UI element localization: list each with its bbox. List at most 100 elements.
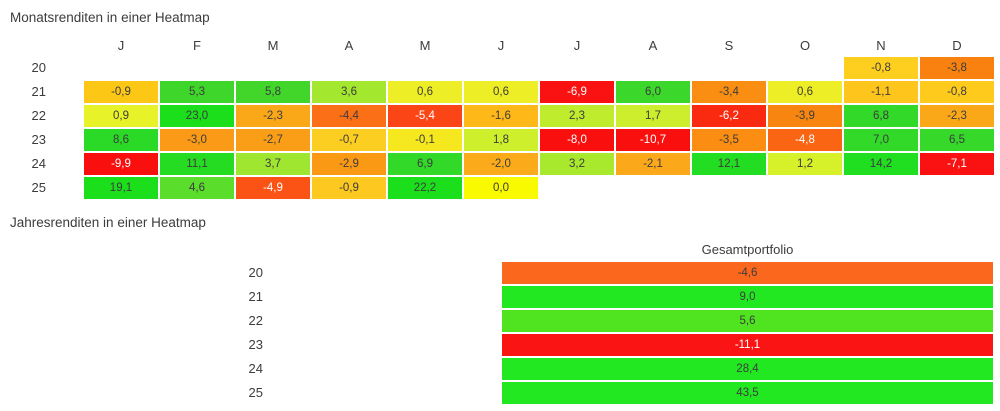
empty-cell [464,57,538,79]
portfolio-column-header: Gesamtportfolio [701,242,794,257]
monthly-return-cell: 19,1 [84,177,158,199]
yearly-return-cell: 43,5 [502,382,993,404]
empty-cell [236,57,310,79]
monthly-return-cell: -3,9 [768,105,842,127]
monthly-return-cell: -2,3 [236,105,310,127]
empty-cell [768,57,842,79]
month-column-header: J [573,38,581,53]
empty-cell [692,57,766,79]
monthly-return-cell: -10,7 [616,129,690,151]
monthly-heatmap-grid: J F M A M J J A S O N D 20 -0,8 -3,8 21 -0,9 5,3 5,8 3,6 0,6… [10,36,994,199]
monthly-return-cell: -0,9 [312,177,386,199]
monthly-return-cell: -2,3 [920,105,994,127]
monthly-return-cell: 0,0 [464,177,538,199]
empty-cell [692,177,766,199]
month-column-header: M [419,38,431,53]
year-row-label: 24 [248,361,263,376]
monthly-return-cell: -7,1 [920,153,994,175]
monthly-return-cell: 0,9 [84,105,158,127]
month-column-header: S [724,38,734,53]
monthly-return-cell: 0,6 [388,81,462,103]
monthly-return-cell: 4,6 [160,177,234,199]
monthly-return-cell: -4,8 [768,129,842,151]
year-row-label: 25 [248,385,263,400]
monthly-return-cell: 6,8 [844,105,918,127]
yearly-return-cell: -4,6 [502,262,993,284]
monthly-return-cell: -2,9 [312,153,386,175]
empty-cell [84,57,158,79]
yearly-return-cell: 9,0 [502,286,993,308]
empty-cell [616,57,690,79]
monthly-return-cell: 8,6 [84,129,158,151]
monthly-return-cell: 1,2 [768,153,842,175]
monthly-heatmap-title: Monatsrenditen in einer Heatmap [10,10,210,25]
monthly-return-cell: -3,0 [160,129,234,151]
year-row-label: 23 [31,132,46,147]
monthly-return-cell: -4,9 [236,177,310,199]
monthly-return-cell: 0,6 [768,81,842,103]
month-column-header: J [117,38,125,53]
monthly-return-cell: -2,7 [236,129,310,151]
month-column-header: F [193,38,201,53]
monthly-return-cell: -6,9 [540,81,614,103]
monthly-return-cell: 7,0 [844,129,918,151]
monthly-return-cell: 3,7 [236,153,310,175]
monthly-return-cell: -5,4 [388,105,462,127]
empty-cell [768,177,842,199]
monthly-return-cell: 14,2 [844,153,918,175]
month-column-header: J [497,38,505,53]
empty-cell [920,177,994,199]
monthly-return-cell: -1,6 [464,105,538,127]
year-row-label: 24 [31,156,46,171]
month-column-header: D [952,38,962,53]
monthly-return-cell: 1,7 [616,105,690,127]
empty-cell [160,57,234,79]
year-row-label: 25 [31,180,46,195]
monthly-return-cell: -2,0 [464,153,538,175]
yearly-return-cell: -11,1 [502,334,993,356]
monthly-return-cell: -8,0 [540,129,614,151]
empty-cell [616,177,690,199]
monthly-return-cell: 6,9 [388,153,462,175]
monthly-return-cell: -3,5 [692,129,766,151]
year-row-label: 21 [31,84,46,99]
year-row-label: 20 [31,60,46,75]
monthly-return-cell: 3,6 [312,81,386,103]
yearly-heatmap-title: Jahresrenditen in einer Heatmap [10,215,206,230]
monthly-return-cell: -3,8 [920,57,994,79]
yearly-corner-spacer [10,240,500,260]
monthly-return-cell: -9,9 [84,153,158,175]
yearly-heatmap-grid: Gesamtportfolio 20 -4,6 21 9,0 22 5,6 23 -11,1 24… [10,240,993,404]
empty-cell [540,177,614,199]
monthly-return-cell: 3,2 [540,153,614,175]
monthly-return-cell: 1,8 [464,129,538,151]
monthly-return-cell: 11,1 [160,153,234,175]
year-row-label: 20 [248,265,263,280]
monthly-return-cell: -1,1 [844,81,918,103]
monthly-return-cell: 12,1 [692,153,766,175]
monthly-return-cell: -0,1 [388,129,462,151]
monthly-return-cell: 6,0 [616,81,690,103]
month-column-header: M [267,38,279,53]
monthly-return-cell: 6,5 [920,129,994,151]
monthly-return-cell: 5,8 [236,81,310,103]
month-column-header: N [876,38,886,53]
yearly-return-cell: 5,6 [502,310,993,332]
monthly-return-cell: 2,3 [540,105,614,127]
monthly-return-cell: -4,4 [312,105,386,127]
yearly-return-cell: 28,4 [502,358,993,380]
empty-cell [388,57,462,79]
empty-cell [844,177,918,199]
year-row-label: 21 [248,289,263,304]
monthly-return-cell: -0,8 [844,57,918,79]
monthly-return-cell: 22,2 [388,177,462,199]
monthly-return-cell: 5,3 [160,81,234,103]
monthly-return-cell: 0,6 [464,81,538,103]
month-column-header: A [344,38,354,53]
monthly-return-cell: -0,8 [920,81,994,103]
month-column-header: A [648,38,658,53]
month-column-header: O [799,38,811,53]
year-row-label: 23 [248,337,263,352]
year-row-label: 22 [248,313,263,328]
